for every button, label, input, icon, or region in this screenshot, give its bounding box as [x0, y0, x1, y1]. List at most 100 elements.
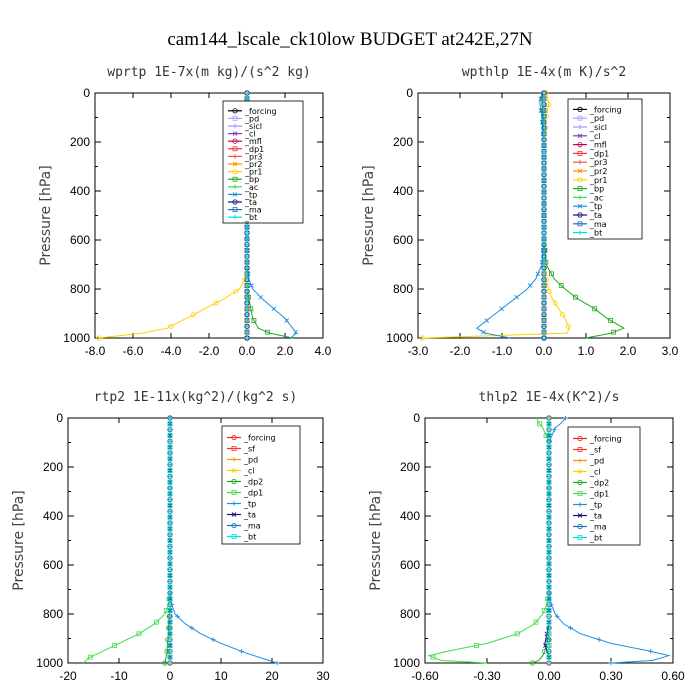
legend-entry: _ta — [243, 511, 256, 520]
data-point-bt — [244, 254, 250, 259]
legend-marker — [577, 479, 583, 486]
data-point-bt — [546, 538, 552, 543]
data-point-bp — [549, 271, 554, 277]
data-point-bt — [541, 137, 547, 142]
data-point-pr1 — [233, 288, 239, 294]
data-point-bt — [546, 444, 552, 450]
data-point-bt — [546, 456, 552, 462]
data-point-tp — [274, 660, 280, 666]
y-tick-label: 0 — [83, 86, 90, 100]
legend-marker — [232, 161, 238, 167]
legend-marker — [231, 468, 237, 473]
legend-entry: _pr3 — [589, 158, 607, 167]
legend-marker — [232, 123, 238, 129]
data-point-dp1 — [541, 608, 547, 613]
y-tick-label: 800 — [393, 282, 413, 296]
legend-box — [567, 426, 641, 546]
legend-entry: _forcing — [244, 107, 277, 116]
data-point-pr1 — [552, 300, 558, 306]
y-axis-label: Pressure [hPa] — [11, 490, 27, 590]
data-point-pr1 — [565, 323, 572, 329]
x-tick-label: -20 — [59, 669, 77, 683]
legend-marker — [231, 512, 237, 517]
legend-marker — [577, 212, 583, 218]
y-tick-label: 600 — [70, 233, 90, 247]
data-point-bp — [608, 318, 613, 323]
y-tick-label: 1000 — [393, 656, 420, 670]
data-point-bt — [167, 608, 173, 613]
data-point-bt — [167, 421, 173, 427]
data-point-bt — [541, 300, 547, 306]
legend-entry: _cl — [243, 467, 255, 476]
data-point-bt — [546, 491, 552, 497]
x-tick-label: -10 — [110, 669, 128, 683]
data-point-bt — [546, 421, 552, 427]
legend-marker — [232, 131, 238, 136]
legend-entry: _dp2 — [243, 478, 263, 487]
data-point-bt — [546, 503, 552, 508]
legend-marker — [232, 184, 238, 190]
legend-entry: _pd — [244, 114, 259, 123]
data-point-tp — [293, 329, 298, 335]
legend-marker — [577, 133, 583, 139]
legend-entry: _ma — [589, 523, 607, 532]
data-point-tp — [514, 294, 520, 300]
x-tick-label: 0.60 — [661, 669, 685, 683]
data-point-bt — [541, 219, 547, 224]
data-point-bt — [541, 102, 547, 107]
panel-title: rtp2 1E-11x(kg^2)/(kg^2 s) — [94, 390, 298, 405]
data-point-bt — [167, 526, 173, 532]
data-point-bt — [167, 561, 173, 567]
data-point-tp — [189, 625, 195, 631]
data-point-bt — [546, 433, 552, 438]
data-point-bt — [244, 230, 250, 236]
series-line-tp — [475, 92, 545, 339]
data-point-tp — [258, 294, 263, 300]
legend: _forcing_pd_sicl_cl_mfl_dp1_pr3_pr2_pr1_… — [222, 100, 304, 224]
data-point-dp1 — [543, 433, 549, 438]
data-point-tp — [499, 306, 505, 312]
legend-marker — [577, 523, 583, 530]
legend-entry: _cl — [589, 468, 601, 477]
y-tick-label: 600 — [393, 233, 413, 247]
data-point-dp1 — [430, 654, 436, 660]
data-point-bt — [244, 300, 250, 306]
y-tick-label: 200 — [393, 135, 413, 149]
legend-marker — [577, 491, 583, 496]
data-point-tp — [648, 649, 653, 654]
x-tick-label: 0.0 — [239, 344, 256, 358]
x-tick-label: -0.30 — [473, 669, 501, 683]
x-tick-label: -2.0 — [199, 344, 220, 358]
legend-marker — [577, 435, 583, 442]
data-point-tp — [271, 306, 277, 312]
x-tick-label: 1.0 — [578, 344, 595, 358]
y-tick-label: 0 — [406, 86, 413, 100]
legend-entry: _dp1 — [244, 145, 264, 154]
legend-entry: _pd — [589, 114, 604, 123]
data-point-bt — [546, 596, 552, 602]
data-point-bt — [167, 444, 173, 450]
legend-marker — [577, 124, 583, 130]
data-point-pr1 — [419, 335, 425, 341]
y-tick-label: 800 — [400, 607, 420, 621]
legend-marker — [577, 230, 583, 235]
data-point-bt — [541, 324, 547, 329]
data-point-bt — [244, 265, 250, 271]
legend-entry: _bt — [243, 533, 256, 542]
legend-entry: _tp — [589, 501, 602, 510]
legend-marker — [232, 146, 238, 152]
x-tick-label: 0 — [167, 669, 174, 683]
legend-entry: _pr3 — [244, 152, 262, 161]
panel-title: wprtp 1E-7x(m kg)/(s^2 kg) — [107, 65, 311, 80]
legend-entry: _tp — [244, 190, 257, 199]
legend-marker — [231, 490, 237, 495]
panel-rtp2: rtp2 1E-11x(kg^2)/(kg^2 s) Pressure [hPa… — [11, 390, 330, 683]
data-point-bt — [244, 335, 250, 341]
data-point-bt — [167, 456, 173, 462]
y-tick-label: 400 — [400, 509, 420, 523]
x-tick-label: 3.0 — [662, 344, 679, 358]
legend-entry: _dp1 — [243, 489, 263, 498]
data-point-tp — [535, 271, 541, 277]
data-point-bp — [265, 329, 271, 335]
data-point-pr1 — [168, 323, 174, 329]
